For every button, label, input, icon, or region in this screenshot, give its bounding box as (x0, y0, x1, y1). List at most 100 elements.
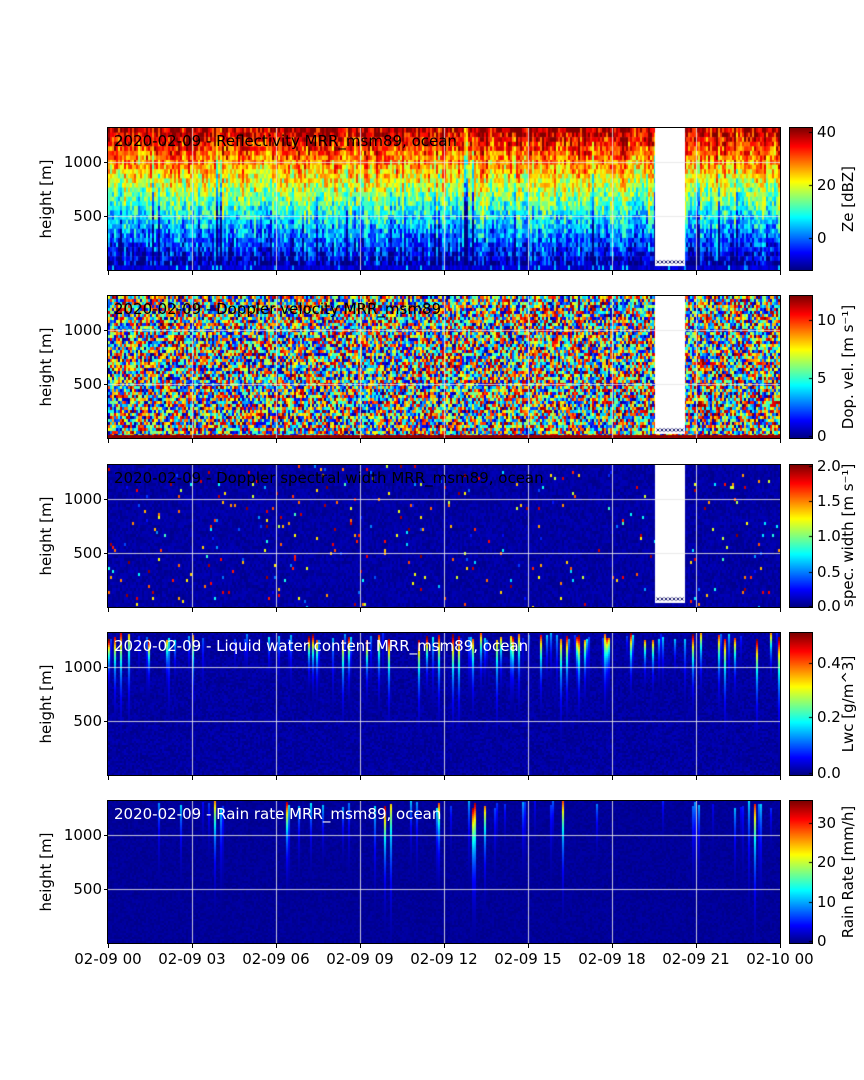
colorbar-tick-label: 10 (817, 311, 837, 329)
tick-mark (276, 608, 277, 612)
colorbar-label-reflectivity: Ze [dBZ] (839, 165, 857, 233)
y-tick-label: 1000 (63, 153, 102, 171)
colorbar-label-doppler-velocity: Dop. vel. [m s⁻¹] (839, 304, 857, 430)
colorbar-tick-label: 10 (817, 893, 837, 911)
tick-mark (444, 944, 445, 948)
tick-mark (276, 776, 277, 780)
tick-mark (360, 608, 361, 612)
colorbar-tick-label: 0 (817, 229, 827, 247)
panel-title-spectral-width: 2020-02-09 - Doppler spectral width MRR_… (114, 469, 544, 487)
y-axis-label: height [m] (37, 832, 55, 912)
tick-mark (612, 608, 613, 612)
tick-mark (108, 271, 109, 275)
tick-mark (360, 439, 361, 443)
y-tick-label: 1000 (63, 826, 102, 844)
tick-mark (360, 944, 361, 948)
tick-mark (696, 439, 697, 443)
colorbar-tick-label: 20 (817, 853, 837, 871)
tick-mark (192, 439, 193, 443)
colorbar-tick-label: 30 (817, 814, 837, 832)
reflectivity-heatmap (107, 127, 781, 271)
colorbar-reflectivity (789, 127, 813, 271)
y-axis-label: height [m] (37, 496, 55, 576)
liquid-water-content-heatmap (107, 632, 781, 776)
tick-mark (780, 944, 781, 948)
y-tick-label: 1000 (63, 658, 102, 676)
x-tick-label: 02-09 18 (578, 950, 646, 968)
tick-mark (612, 776, 613, 780)
tick-mark (108, 944, 109, 948)
tick-mark (104, 499, 108, 500)
tick-mark (528, 776, 529, 780)
tick-mark (104, 162, 108, 163)
colorbar-tick-label: 40 (817, 123, 837, 141)
y-axis-label: height [m] (37, 664, 55, 744)
tick-mark (528, 608, 529, 612)
y-tick-label: 500 (73, 375, 102, 393)
tick-mark (780, 271, 781, 275)
tick-mark (780, 439, 781, 443)
tick-mark (444, 776, 445, 780)
tick-mark (696, 944, 697, 948)
colorbar-tick-label: 2.0 (817, 457, 841, 475)
y-axis-label: height [m] (37, 159, 55, 239)
colorbar-label-rain-rate: Rain Rate [mm/h] (839, 805, 857, 939)
x-tick-label: 02-09 09 (326, 950, 394, 968)
y-tick-label: 1000 (63, 490, 102, 508)
spectral-width-heatmap (107, 464, 781, 608)
tick-mark (192, 944, 193, 948)
x-tick-label: 02-09 00 (74, 950, 142, 968)
panel-title-reflectivity: 2020-02-09 - Reflectivity MRR_msm89, oce… (114, 132, 457, 150)
tick-mark (360, 776, 361, 780)
tick-mark (192, 776, 193, 780)
colorbar-tick-label: 0.4 (817, 654, 841, 672)
tick-mark (108, 608, 109, 612)
colorbar-liquid-water-content (789, 632, 813, 776)
tick-mark (192, 608, 193, 612)
tick-mark (612, 439, 613, 443)
tick-mark (612, 271, 613, 275)
rain-rate-heatmap (107, 800, 781, 944)
tick-mark (696, 608, 697, 612)
doppler-velocity-heatmap (107, 295, 781, 439)
x-tick-label: 02-09 21 (662, 950, 730, 968)
colorbar-tick-label: 0 (817, 932, 827, 950)
tick-mark (104, 721, 108, 722)
colorbar-rain-rate (789, 800, 813, 944)
tick-mark (104, 216, 108, 217)
colorbar-tick-label: 1.5 (817, 492, 841, 510)
tick-mark (780, 776, 781, 780)
tick-mark (104, 384, 108, 385)
panel-title-doppler-velocity: 2020-02-09 - Doppler velocity MRR_msm89 (114, 300, 442, 318)
tick-mark (276, 271, 277, 275)
tick-mark (444, 439, 445, 443)
x-tick-label: 02-10 00 (746, 950, 814, 968)
panel-title-liquid-water-content: 2020-02-09 - Liquid water content MRR_ms… (114, 637, 529, 655)
tick-mark (528, 439, 529, 443)
x-tick-label: 02-09 03 (158, 950, 226, 968)
colorbar-tick-label: 5 (817, 369, 827, 387)
tick-mark (104, 889, 108, 890)
tick-mark (444, 608, 445, 612)
tick-mark (104, 835, 108, 836)
tick-mark (528, 944, 529, 948)
x-tick-label: 02-09 12 (410, 950, 478, 968)
tick-mark (104, 553, 108, 554)
y-tick-label: 500 (73, 207, 102, 225)
x-tick-label: 02-09 06 (242, 950, 310, 968)
tick-mark (104, 330, 108, 331)
colorbar-tick-label: 0.0 (817, 597, 841, 615)
tick-mark (192, 271, 193, 275)
tick-mark (780, 608, 781, 612)
tick-mark (612, 944, 613, 948)
tick-mark (276, 944, 277, 948)
y-tick-label: 1000 (63, 321, 102, 339)
y-tick-label: 500 (73, 880, 102, 898)
y-tick-label: 500 (73, 712, 102, 730)
y-axis-label: height [m] (37, 327, 55, 407)
colorbar-tick-label: 0 (817, 427, 827, 445)
tick-mark (108, 776, 109, 780)
x-tick-label: 02-09 15 (494, 950, 562, 968)
colorbar-spectral-width (789, 464, 813, 608)
